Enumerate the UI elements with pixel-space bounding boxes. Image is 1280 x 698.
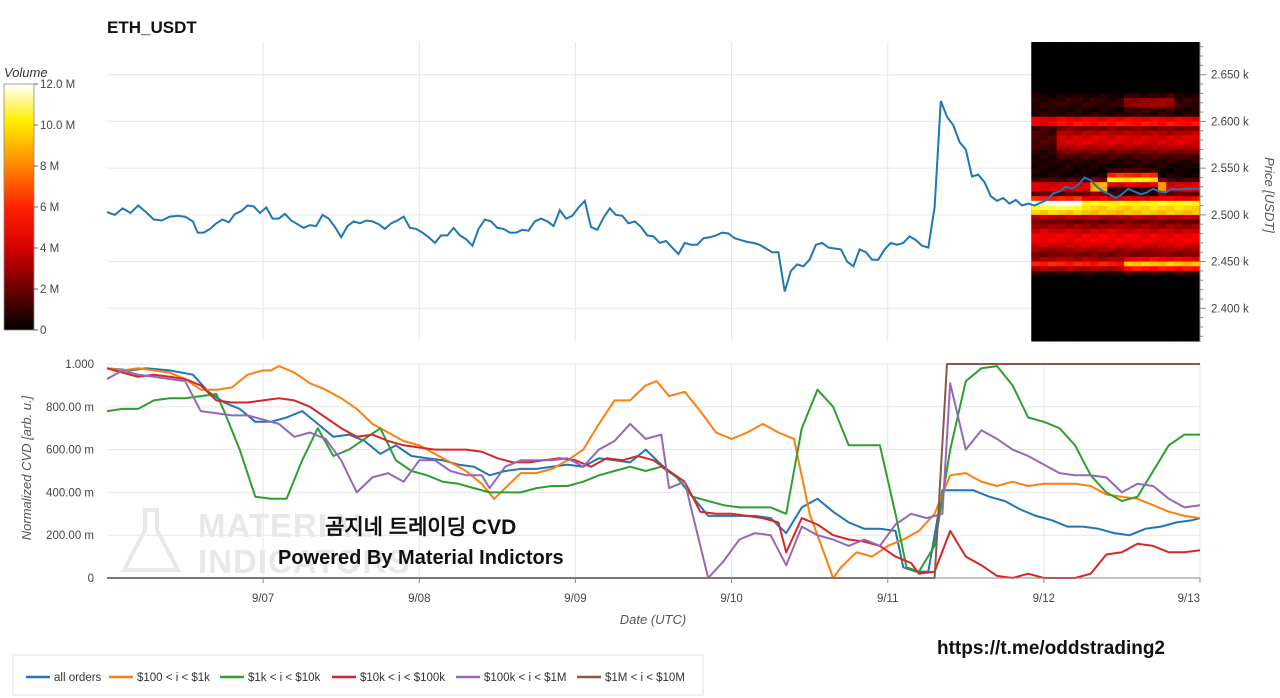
- colorbar-tick: 8 M: [40, 161, 59, 173]
- legend-label: all orders: [54, 672, 102, 684]
- cvd-series-line: [106, 365, 1200, 573]
- cvd-x-tick: 9/07: [252, 593, 274, 605]
- legend-label: $100 < i < $1k: [137, 672, 210, 684]
- cvd-y-tick: 800.00 m: [46, 402, 94, 414]
- cvd-series-line: [106, 365, 1201, 579]
- legend-item[interactable]: $1M < i < $10M: [577, 672, 685, 684]
- legend-item[interactable]: all orders: [26, 672, 102, 684]
- legend-item[interactable]: $100k < i < $1M: [456, 672, 566, 684]
- cvd-x-tick: 9/12: [1033, 593, 1055, 605]
- price-y-tick: 2.550 k: [1211, 163, 1249, 175]
- price-line: [106, 100, 1200, 292]
- legend-item[interactable]: $1k < i < $10k: [220, 672, 320, 684]
- legend-label: $100k < i < $1M: [484, 672, 566, 684]
- cvd-x-tick: 9/09: [564, 593, 586, 605]
- price-y-ticks: 2.400 k 2.450 k 2.500 k 2.550 k 2.600 k 2.650…: [1200, 46, 1249, 337]
- cvd-y-axis-label: Normalized CVD [arb. u.]: [19, 395, 34, 540]
- cvd-x-tick: 9/11: [877, 593, 899, 605]
- legend-label: $10k < i < $100k: [360, 672, 445, 684]
- cvd-x-ticks: 9/07 9/08 9/09 9/10 9/11 9/12 9/13: [252, 578, 1201, 605]
- cvd-series-line: [106, 367, 1201, 579]
- price-y-tick: 2.450 k: [1211, 257, 1249, 269]
- legend: all orders $100 < i < $1k $1k < i < $10k $1…: [12, 654, 704, 696]
- watermark-line2: INDICATORS: [198, 543, 410, 580]
- price-panel: 2.400 k 2.450 k 2.500 k 2.550 k 2.600 k 2.650…: [106, 42, 1277, 342]
- cvd-x-axis-label: Date (UTC): [620, 612, 686, 627]
- legend-label: $1k < i < $10k: [248, 672, 320, 684]
- cvd-y-tick: 400.00 m: [46, 487, 94, 499]
- cvd-y-tick: 0: [88, 573, 94, 585]
- cvd-x-tick: 9/13: [1178, 593, 1200, 605]
- overlay-caption-1: 곰지네 트레이딩 CVD: [325, 516, 516, 539]
- legend-label: $1M < i < $10M: [605, 672, 685, 684]
- telegram-url[interactable]: https://t.me/oddstrading2: [937, 638, 1165, 659]
- colorbar-title: Volume: [4, 65, 48, 80]
- colorbar-tick: 12.0 M: [40, 79, 75, 91]
- flask-icon: [120, 508, 182, 572]
- watermark-line1: MATERIAL: [198, 507, 374, 544]
- colorbar-tick: 0: [40, 325, 46, 337]
- cvd-y-tick: 1.000: [65, 359, 94, 371]
- price-y-tick: 2.650 k: [1211, 70, 1249, 82]
- price-y-tick: 2.400 k: [1211, 303, 1249, 315]
- colorbar-ticks: 12.0 M 10.0 M 8 M 6 M 4 M 2 M 0: [34, 79, 75, 337]
- colorbar-tick: 4 M: [40, 243, 59, 255]
- cvd-x-tick: 9/10: [720, 593, 742, 605]
- price-y-tick: 2.600 k: [1211, 116, 1249, 128]
- cvd-y-tick: 600.00 m: [46, 445, 94, 457]
- watermark: MATERIAL INDICATORS: [120, 507, 410, 580]
- overlay-caption-2: Powered By Material Indictors: [278, 547, 564, 569]
- colorbar-tick: 2 M: [40, 284, 59, 296]
- colorbar-tick: 6 M: [40, 202, 59, 214]
- legend-item[interactable]: $100 < i < $1k: [109, 672, 210, 684]
- cvd-y-tick: 200.00 m: [46, 530, 94, 542]
- cvd-y-ticks: 0 200.00 m 400.00 m 600.00 m 800.00 m 1.000: [46, 359, 94, 585]
- price-y-tick: 2.500 k: [1211, 210, 1249, 222]
- colorbar-tick: 10.0 M: [40, 120, 75, 132]
- cvd-x-tick: 9/08: [408, 593, 430, 605]
- legend-item[interactable]: $10k < i < $100k: [332, 672, 445, 684]
- colorbar: [3, 83, 35, 331]
- cvd-series-line: [106, 369, 1201, 579]
- price-y-axis-label: Price [USDT]: [1262, 157, 1277, 233]
- chart-title: ETH_USDT: [107, 18, 197, 37]
- cvd-panel: MATERIAL INDICATORS 0 200.00 m 400.00 m 600…: [19, 359, 1201, 627]
- volume-heatmap: [1031, 42, 1201, 342]
